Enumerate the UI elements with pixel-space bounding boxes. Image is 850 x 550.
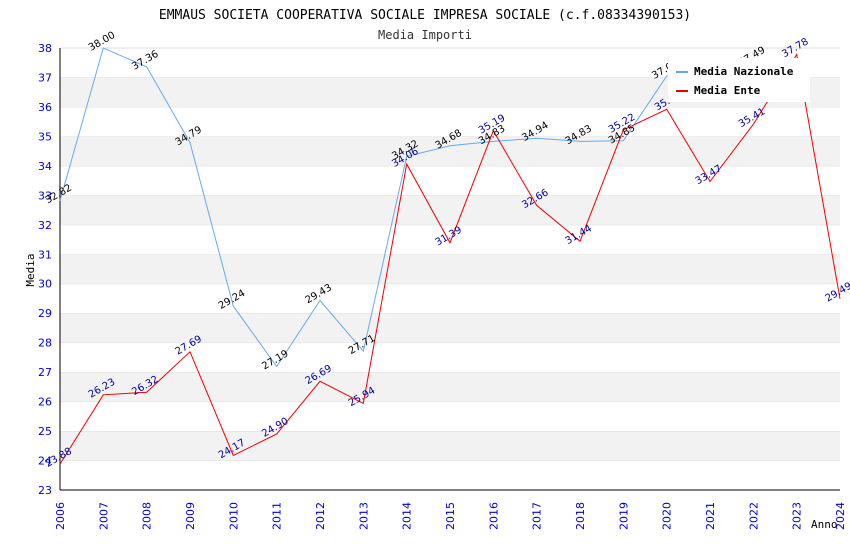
x-tick-label: 2013: [357, 502, 370, 530]
legend-label-media-ente: Media Ente: [694, 84, 761, 97]
x-tick-label: 2011: [271, 502, 284, 530]
x-tick-label: 2020: [661, 502, 674, 530]
x-tick-label: 2022: [747, 502, 760, 530]
y-tick-label: 38: [38, 42, 52, 55]
series-line-media-ente: [59, 53, 841, 465]
grid-band: [60, 342, 840, 373]
y-axis-label: Media: [24, 253, 37, 286]
grid-bands: [60, 47, 840, 490]
y-tick-label: 26: [38, 396, 52, 409]
chart-subtitle: Media Importi: [378, 28, 472, 42]
grid-band: [60, 224, 840, 255]
x-tick-label: 2010: [227, 502, 240, 530]
x-tick-label: 2016: [487, 502, 500, 530]
x-tick-label: 2012: [314, 502, 327, 530]
y-tick-label: 33: [38, 189, 52, 202]
grid-band: [60, 460, 840, 490]
x-tick-label: 2006: [54, 502, 67, 530]
y-tick-label: 34: [38, 160, 52, 173]
x-tick-label: 2007: [97, 502, 110, 530]
grid-band: [60, 106, 840, 137]
legend: Media Nazionale Media Ente: [668, 58, 810, 102]
chart-title: EMMAUS SOCIETA COOPERATIVA SOCIALE IMPRE…: [159, 8, 691, 23]
y-tick-label: 23: [38, 484, 52, 497]
x-tick-label: 2023: [791, 502, 804, 530]
x-tick-label: 2014: [401, 502, 414, 530]
x-tick-label: 2015: [444, 502, 457, 530]
y-tick-label: 27: [38, 366, 52, 379]
y-tick-label: 29: [38, 307, 52, 320]
x-tick-label: 2021: [704, 502, 717, 530]
grid-band: [60, 136, 840, 166]
x-tick-labels: 2006 2007 2008 2009 2010 2011 2012 2013 2014 2015…: [54, 502, 847, 530]
grid-band: [60, 431, 840, 461]
grid-band: [60, 283, 840, 314]
x-tick-label: 2008: [141, 502, 154, 530]
grid-band: [60, 313, 840, 343]
y-tick-label: 36: [38, 101, 52, 114]
y-tick-label: 24: [38, 455, 52, 468]
x-tick-label: 2017: [531, 502, 544, 530]
x-axis-label: Anno: [811, 518, 838, 531]
y-tick-label: 35: [38, 130, 52, 143]
y-tick-label: 37: [38, 71, 52, 84]
grid-band: [60, 372, 840, 402]
y-tick-label: 30: [38, 278, 52, 291]
x-tick-label: 2019: [617, 502, 630, 530]
x-tick-label: 2018: [574, 502, 587, 530]
y-tick-label: 25: [38, 425, 52, 438]
x-tick-label: 2009: [184, 502, 197, 530]
x-tick-label: 2024: [834, 502, 847, 530]
legend-label-media-nazionale: Media Nazionale: [694, 65, 794, 78]
y-tick-label: 32: [38, 219, 52, 232]
y-tick-label: 28: [38, 337, 52, 350]
legend-background: [668, 58, 810, 102]
grid-band: [60, 254, 840, 284]
grid-band: [60, 165, 840, 196]
y-tick-labels: 23 24 25 26 27 28 29 30 31 32 33 34 35 36 37 38: [38, 42, 52, 497]
grid-band: [60, 195, 840, 225]
grid-band: [60, 401, 840, 432]
y-tick-label: 31: [38, 248, 52, 261]
